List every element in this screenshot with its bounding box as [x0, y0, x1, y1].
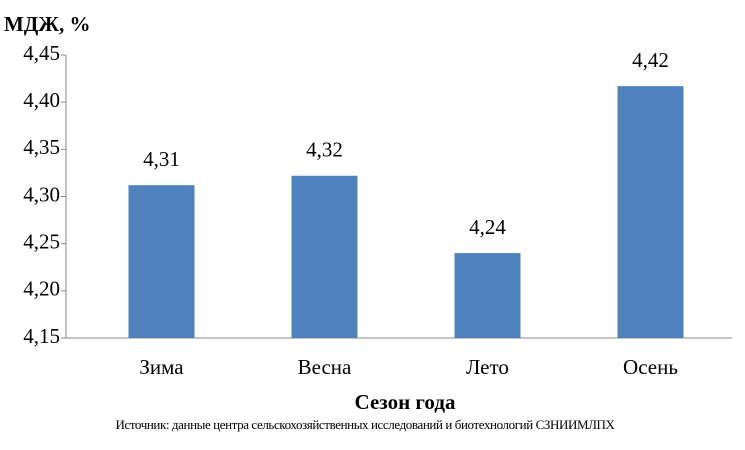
y-tick-label: 4,25: [23, 229, 60, 253]
x-tick-label: Весна: [298, 355, 352, 379]
y-tick-label: 4,45: [23, 41, 60, 65]
bar: [454, 253, 521, 338]
y-tick-label: 4,15: [23, 324, 60, 348]
x-tick-label: Зима: [139, 355, 184, 379]
y-tick-label: 4,35: [23, 135, 60, 159]
value-label: 4,24: [469, 215, 506, 239]
value-label: 4,42: [632, 48, 669, 72]
bar: [291, 175, 358, 338]
y-tick-label: 4,20: [23, 277, 60, 301]
bar: [128, 185, 195, 338]
value-label: 4,32: [306, 138, 343, 162]
bar: [617, 86, 684, 338]
y-axis-title: МДЖ, %: [4, 12, 91, 36]
y-tick-label: 4,40: [23, 88, 60, 112]
x-tick-label: Осень: [623, 355, 678, 379]
source-note: Источник: данные центра сельскохозяйстве…: [115, 417, 615, 432]
value-label: 4,31: [143, 147, 180, 171]
y-tick-label: 4,30: [23, 182, 60, 206]
x-axis-title: Сезон года: [355, 390, 456, 414]
x-tick-label: Лето: [466, 355, 509, 379]
